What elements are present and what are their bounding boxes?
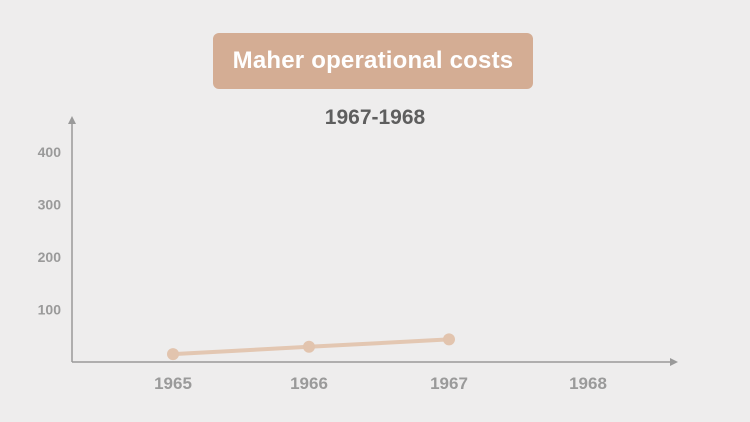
x-tick-label: 1965 [154,374,192,393]
y-axis-ticks: 100 200 300 400 [38,144,62,318]
chart-title-banner: Maher operational costs [213,33,533,89]
x-tick-label: 1968 [569,374,607,393]
y-axis-arrow [68,116,76,124]
chart-axes [68,116,678,366]
x-axis-arrow [670,358,678,366]
chart-title: Maher operational costs [232,47,514,74]
x-tick-label: 1966 [290,374,328,393]
data-point [167,348,179,361]
data-point [303,340,315,353]
y-tick-label: 300 [38,197,62,213]
chart-series [167,333,455,361]
x-axis-ticks: 1965 1966 1967 1968 [154,374,607,393]
y-tick-label: 200 [38,249,62,265]
data-point [443,333,455,346]
chart-subtitle: 1967-1968 [324,106,426,129]
y-tick-label: 100 [38,302,62,318]
y-tick-label: 400 [38,144,62,160]
x-tick-label: 1967 [430,374,468,393]
